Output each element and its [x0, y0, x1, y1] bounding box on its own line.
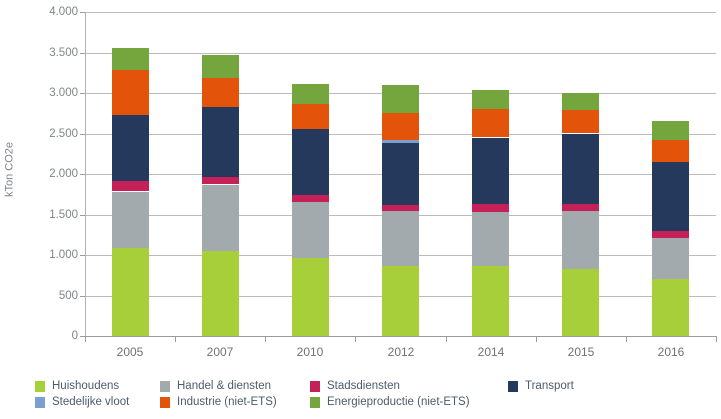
y-axis-label: 3.000 [49, 87, 78, 99]
bar-segment-huishoudens-2012 [382, 266, 419, 336]
bar-segment-industrie-niet-ets-2007 [202, 78, 239, 107]
x-axis-tick [536, 337, 537, 342]
bar-segment-transport-2015 [562, 134, 599, 204]
y-axis-label: 500 [58, 290, 78, 302]
y-axis-tick [80, 134, 85, 135]
y-axis-tick [80, 53, 85, 54]
legend-label-huishoudens: Huishoudens [52, 380, 120, 392]
bar-segment-huishoudens-2015 [562, 269, 599, 336]
bar-segment-energieproductie-niet-ets-2010 [292, 84, 329, 104]
bar-segment-huishoudens-2016 [652, 279, 689, 336]
y-axis-label: 1.500 [49, 209, 78, 221]
x-axis-label-2005: 2005 [116, 345, 144, 359]
bar-segment-industrie-niet-ets-2016 [652, 140, 689, 162]
y-axis-tick [80, 93, 85, 94]
y-axis-title: kTon CO2e [3, 141, 16, 198]
y-axis-tick [80, 255, 85, 256]
bar-segment-stadsdiensten-2010 [292, 195, 329, 202]
y-axis-tick [80, 215, 85, 216]
x-axis-tick [85, 337, 86, 342]
y-axis-line [85, 12, 86, 336]
y-axis-label: 4.000 [49, 6, 78, 18]
bar-segment-transport-2010 [292, 129, 329, 195]
bar-segment-industrie-niet-ets-2012 [382, 112, 419, 140]
bar-segment-handel-diensten-2016 [652, 238, 689, 279]
y-axis-label: 2.000 [49, 168, 78, 180]
bar-segment-transport-2014 [472, 138, 509, 204]
legend-swatch-energieproductie-niet-ets [310, 397, 320, 408]
bar-segment-huishoudens-2014 [472, 266, 509, 336]
bar-segment-energieproductie-niet-ets-2016 [652, 121, 689, 140]
y-axis-tick [80, 336, 85, 337]
bar-segment-energieproductie-niet-ets-2014 [472, 90, 509, 109]
x-axis-label-2012: 2012 [387, 345, 415, 359]
bar-segment-huishoudens-2010 [292, 258, 329, 336]
bar-segment-handel-diensten-2007 [202, 185, 239, 251]
bar-segment-stedelijke-vloot-2012 [382, 140, 419, 143]
x-axis-label-2010: 2010 [296, 345, 324, 359]
bar-segment-industrie-niet-ets-2010 [292, 104, 329, 129]
x-axis-tick [355, 337, 356, 342]
bar-segment-industrie-niet-ets-2005 [112, 70, 149, 115]
bar-segment-stadsdiensten-2007 [202, 176, 239, 184]
x-axis-tick [175, 337, 176, 342]
bar-segment-stadsdiensten-2014 [472, 204, 509, 212]
x-axis-line [85, 336, 717, 337]
y-axis-tick [80, 296, 85, 297]
bar-segment-stadsdiensten-2015 [562, 204, 599, 211]
legend-label-handel-diensten: Handel & diensten [177, 380, 271, 392]
bar-segment-huishoudens-2007 [202, 251, 239, 336]
y-axis-label: 0 [71, 330, 78, 342]
bar-segment-transport-2012 [382, 143, 419, 205]
legend-swatch-industrie-niet-ets [160, 397, 170, 408]
legend-label-stedelijke-vloot: Stedelijke vloot [52, 396, 130, 408]
bar-segment-handel-diensten-2015 [562, 211, 599, 269]
bar-segment-energieproductie-niet-ets-2005 [112, 48, 149, 70]
bar-segment-energieproductie-niet-ets-2015 [562, 93, 599, 110]
gridline [85, 12, 716, 13]
legend-swatch-huishoudens [35, 381, 45, 392]
bar-segment-transport-2016 [652, 162, 689, 231]
gridline [85, 53, 716, 54]
bar-segment-handel-diensten-2012 [382, 211, 419, 266]
y-axis-tick [80, 174, 85, 175]
x-axis-tick [265, 337, 266, 342]
bar-segment-handel-diensten-2010 [292, 202, 329, 258]
bar-segment-transport-2007 [202, 107, 239, 177]
y-axis-tick [80, 12, 85, 13]
bar-segment-handel-diensten-2014 [472, 212, 509, 266]
legend-label-energieproductie-niet-ets: Energieproductie (niet-ETS) [327, 396, 470, 408]
bar-segment-stadsdiensten-2005 [112, 180, 149, 191]
bar-segment-stadsdiensten-2016 [652, 231, 689, 238]
y-axis-label: 1.000 [49, 249, 78, 261]
bar-segment-handel-diensten-2005 [112, 192, 149, 248]
bar-segment-stadsdiensten-2012 [382, 205, 419, 211]
y-axis-label: 2.500 [49, 128, 78, 140]
x-axis-label-2014: 2014 [477, 345, 505, 359]
bar-segment-huishoudens-2005 [112, 248, 149, 336]
y-axis-label: 3.500 [49, 47, 78, 59]
bar-segment-energieproductie-niet-ets-2012 [382, 85, 419, 113]
x-axis-tick [716, 337, 717, 342]
legend-swatch-handel-diensten [160, 381, 170, 392]
bar-segment-industrie-niet-ets-2015 [562, 110, 599, 133]
bar-segment-transport-2005 [112, 115, 149, 181]
legend-label-transport: Transport [525, 380, 574, 392]
x-axis-label-2016: 2016 [657, 345, 685, 359]
legend-label-industrie-niet-ets: Industrie (niet-ETS) [177, 396, 277, 408]
x-axis-tick [626, 337, 627, 342]
legend-swatch-stadsdiensten [310, 381, 320, 392]
x-axis-label-2007: 2007 [206, 345, 234, 359]
bar-segment-industrie-niet-ets-2014 [472, 108, 509, 137]
legend-swatch-transport [508, 381, 518, 392]
legend-label-stadsdiensten: Stadsdiensten [327, 380, 400, 392]
x-axis-tick [446, 337, 447, 342]
bar-segment-energieproductie-niet-ets-2007 [202, 55, 239, 78]
legend-swatch-stedelijke-vloot [35, 397, 45, 408]
x-axis-label-2015: 2015 [567, 345, 595, 359]
